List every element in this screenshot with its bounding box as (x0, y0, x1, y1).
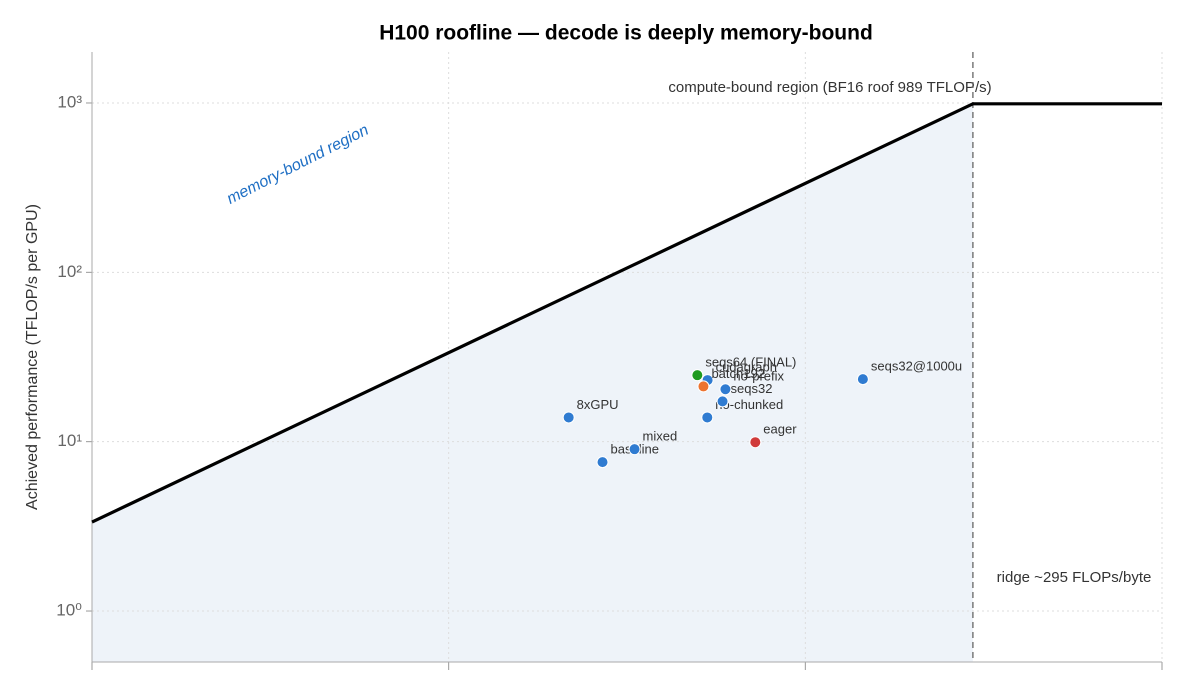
memory-region-fill (92, 103, 973, 663)
y-axis-label: Achieved performance (TFLOP/s per GPU) (24, 204, 41, 510)
point-label: eager (763, 422, 797, 437)
chart-title: H100 roofline — decode is deeply memory-… (379, 22, 873, 45)
point-label: no-chunked (715, 397, 783, 412)
compute-annotation: compute-bound region (BF16 roof 989 TFLO… (668, 79, 991, 96)
data-point (701, 411, 714, 424)
y-tick-label: 10⁰ (56, 601, 82, 620)
point-label: seqs32 (731, 381, 773, 396)
data-point (596, 456, 609, 469)
point-label: 8xGPU (577, 397, 619, 412)
data-point (719, 383, 732, 396)
point-label: batch192 (711, 366, 765, 381)
data-point (697, 380, 710, 393)
roof-line (91, 102, 1162, 524)
point-label: no-prefix (733, 369, 784, 384)
y-tick-label: 10¹ (57, 431, 82, 450)
point-label: seqs32@1000u (871, 359, 962, 374)
data-point (856, 373, 869, 386)
point-label: seqs64 (FINAL) (705, 355, 796, 370)
y-tick-label: 10² (57, 262, 82, 281)
memory-annotation: memory-bound region (224, 122, 371, 208)
data-point (691, 369, 704, 382)
data-point (628, 443, 641, 456)
data-point (716, 395, 729, 408)
data-point (749, 436, 762, 449)
point-label: cudagraph (716, 360, 777, 375)
point-label: mixed (643, 429, 678, 444)
ridge-annotation: ridge ~295 FLOPs/byte (997, 569, 1152, 586)
y-tick-label: 10³ (57, 92, 82, 111)
data-point (562, 411, 575, 424)
